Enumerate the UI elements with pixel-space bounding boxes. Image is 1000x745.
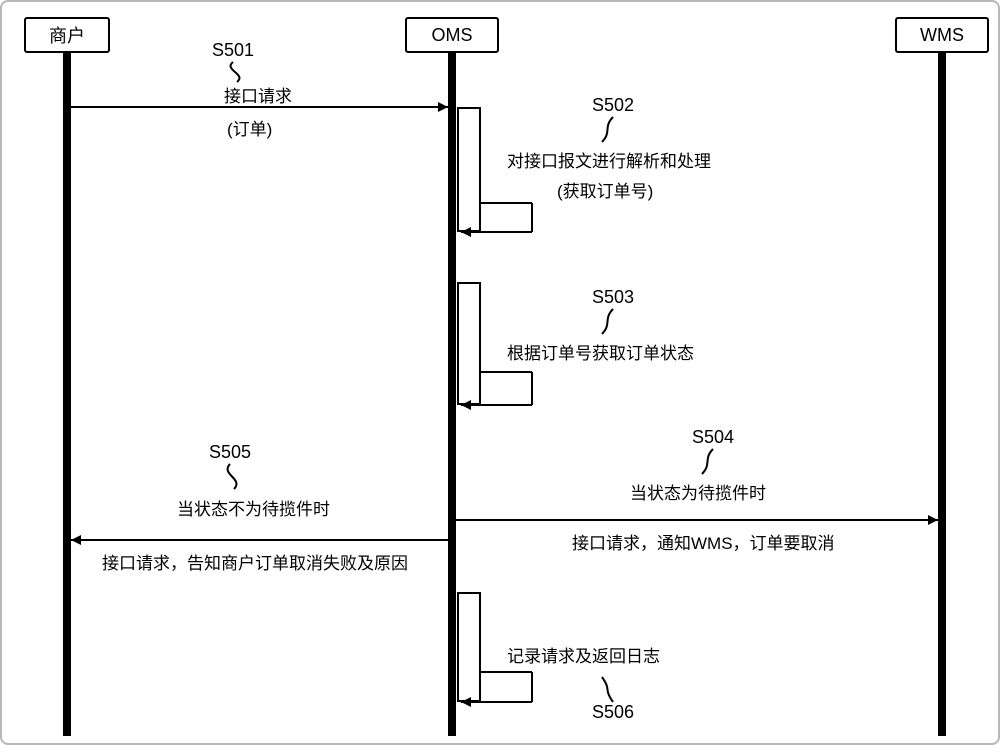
message-arrowhead-m5 xyxy=(71,535,81,545)
message-label-top-m5: 当状态不为待揽件时 xyxy=(177,495,330,520)
activation-1 xyxy=(457,282,481,405)
step-connector-s506 xyxy=(590,677,625,702)
lifeline-head-oms: OMS xyxy=(405,17,499,53)
step-connector-s505 xyxy=(218,464,246,489)
selfloop-seg-top-m3 xyxy=(481,371,532,373)
lifeline-bar-wms xyxy=(938,53,946,736)
step-tag-s503: S503 xyxy=(592,287,634,308)
selfloop-seg-v-m2 xyxy=(531,203,533,232)
selfloop-seg-v-m6 xyxy=(531,672,533,702)
step-connector-s502 xyxy=(590,117,625,142)
activation-0 xyxy=(457,107,481,232)
message-label-bot-m5: 接口请求，告知商户订单取消失败及原因 xyxy=(102,549,408,574)
selfloop-seg-v-m3 xyxy=(531,372,533,405)
selfloop-seg-bot-m3 xyxy=(461,404,532,406)
selfloop-arrowhead-m6 xyxy=(461,697,471,707)
step-tag-s502: S502 xyxy=(592,95,634,116)
step-connector-s501 xyxy=(221,62,249,82)
lifeline-bar-merchant xyxy=(63,53,71,736)
message-label-bot-m2: (获取订单号) xyxy=(557,177,653,202)
step-tag-s504: S504 xyxy=(692,427,734,448)
selfloop-seg-top-m6 xyxy=(481,671,532,673)
message-arrowhead-m4 xyxy=(928,515,938,525)
step-connector-s504 xyxy=(690,449,725,474)
selfloop-seg-bot-m6 xyxy=(461,701,532,703)
step-tag-s506: S506 xyxy=(592,702,634,723)
lifeline-head-merchant: 商户 xyxy=(24,17,110,53)
selfloop-seg-bot-m2 xyxy=(461,231,532,233)
lifeline-bar-oms xyxy=(448,53,456,736)
message-label-top-m6: 记录请求及返回日志 xyxy=(507,642,660,667)
step-tag-s501: S501 xyxy=(212,40,254,61)
lifeline-head-wms: WMS xyxy=(895,17,989,53)
sequence-diagram: 商户 OMS WMS S501 S502 S503 S504 S505 S506 接口请求 (订单)… xyxy=(0,0,1000,745)
selfloop-arrowhead-m3 xyxy=(461,400,471,410)
message-label-top-m2: 对接口报文进行解析和处理 xyxy=(507,147,711,172)
message-line-m4 xyxy=(456,519,938,521)
message-label-bot-m4: 接口请求，通知WMS，订单要取消 xyxy=(572,529,835,554)
selfloop-seg-top-m2 xyxy=(481,202,532,204)
message-label-top-m4: 当状态为待揽件时 xyxy=(630,479,766,504)
selfloop-arrowhead-m2 xyxy=(461,227,471,237)
message-line-m5 xyxy=(71,539,448,541)
message-arrowhead-m1 xyxy=(438,102,448,112)
message-label-top-m3: 根据订单号获取订单状态 xyxy=(507,339,694,364)
message-label-top-m1: 接口请求 xyxy=(224,82,292,107)
step-connector-s503 xyxy=(590,309,625,334)
activation-2 xyxy=(457,592,481,702)
message-label-bot-m1: (订单) xyxy=(227,115,272,140)
step-tag-s505: S505 xyxy=(209,442,251,463)
